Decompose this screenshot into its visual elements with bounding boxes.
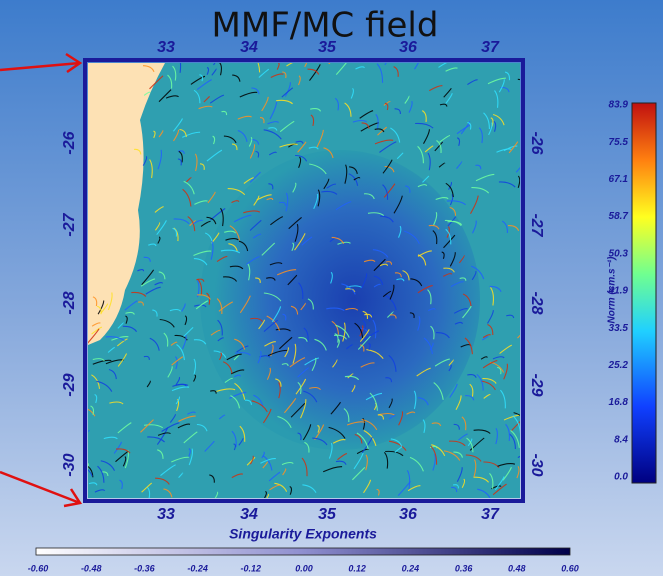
- norm-tick-label: 83.9: [609, 100, 629, 111]
- right-tick-label: -26: [528, 131, 545, 154]
- top-tick-label: 37: [481, 39, 500, 56]
- exponent-tick-label: -0.60: [28, 563, 49, 573]
- right-tick-label: -28: [528, 291, 545, 314]
- left-tick-label: -30: [61, 453, 78, 476]
- norm-tick-label: 16.8: [609, 397, 629, 408]
- left-tick-label: -29: [61, 373, 78, 396]
- norm-tick-label: 50.3: [609, 248, 629, 259]
- exponent-tick-label: 0.48: [508, 563, 526, 573]
- norm-tick-label: 41.9: [608, 286, 629, 297]
- bottom-tick-label: 34: [240, 506, 258, 523]
- right-tick-label: -30: [528, 453, 545, 476]
- exponent-tick-label: -0.12: [241, 563, 262, 573]
- exponent-tick-label: 0.24: [402, 563, 420, 573]
- norm-tick-label: 33.5: [609, 323, 629, 334]
- norm-colorbar: [632, 103, 656, 483]
- top-tick-label: 33: [157, 39, 175, 56]
- exponent-tick-label: 0.36: [455, 563, 474, 573]
- exponent-tick-label: 0.00: [295, 563, 313, 573]
- exponent-tick-label: -0.24: [187, 563, 208, 573]
- exponent-tick-label: -0.36: [134, 563, 156, 573]
- bottom-tick-label: 33: [157, 506, 175, 523]
- norm-tick-label: 58.7: [609, 211, 629, 222]
- slide: MMF/MC field Norm (cm.s⁻¹) Singularity E…: [0, 0, 663, 576]
- norm-tick-label: 67.1: [609, 174, 629, 185]
- exponent-tick-label: -0.48: [81, 563, 102, 573]
- norm-tick-label: 8.4: [614, 434, 628, 445]
- left-tick-label: -27: [61, 212, 78, 236]
- exponent-colorbar: [36, 548, 570, 555]
- left-tick-label: -26: [61, 131, 78, 154]
- exponent-colorbar-label: Singularity Exponents: [229, 526, 377, 542]
- exponent-tick-label: 0.12: [348, 563, 366, 573]
- right-tick-label: -27: [528, 213, 545, 237]
- norm-tick-label: 75.5: [609, 137, 629, 148]
- top-tick-label: 34: [240, 39, 258, 56]
- map: [80, 52, 531, 500]
- exponent-tick-label: 0.60: [561, 563, 579, 573]
- norm-tick-label: 0.0: [614, 472, 628, 483]
- bottom-tick-label: 37: [481, 506, 500, 523]
- norm-tick-label: 25.2: [608, 360, 629, 371]
- field-region: [200, 150, 480, 450]
- right-tick-label: -29: [528, 373, 545, 396]
- top-tick-label: 35: [318, 39, 337, 56]
- bottom-tick-label: 36: [399, 506, 417, 523]
- bottom-tick-label: 35: [318, 506, 337, 523]
- left-tick-label: -28: [61, 291, 78, 314]
- top-tick-label: 36: [399, 39, 417, 56]
